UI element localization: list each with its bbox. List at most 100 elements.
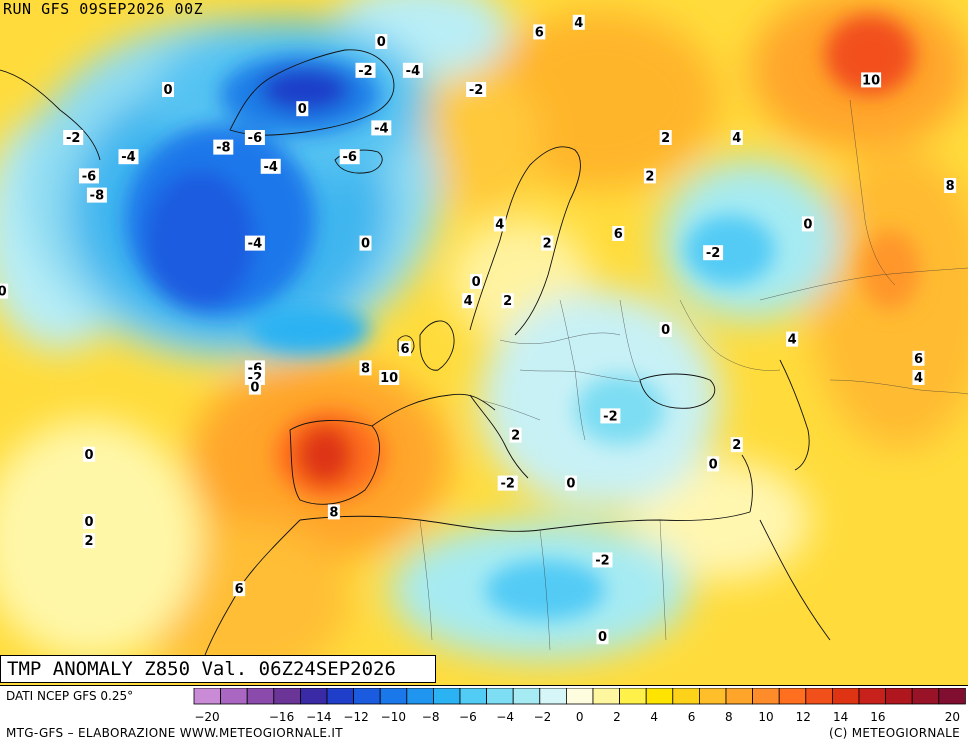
scale-tick-label: 16 [870,710,885,724]
scale-swatch [246,688,275,705]
contour-value: -4 [121,150,135,165]
contour-value: 2 [645,169,654,184]
contour-label: 4 [462,293,475,309]
scale-swatch [832,688,860,705]
contour-label: 4 [786,331,799,348]
scale-swatch [486,688,514,705]
contour-label: 2 [541,235,554,252]
contour-label: 0 [707,456,720,472]
contour-label: 0 [596,629,609,645]
scale-swatch [805,688,833,705]
contour-label: -4 [371,120,392,136]
contour-label: -2 [497,475,518,492]
contour-label: 0 [375,34,388,50]
contour-value: -4 [248,237,262,252]
run-label: RUN GFS 09SEP2026 00Z [3,0,204,18]
scale-tick-label: −16 [269,710,294,724]
contour-label: -6 [339,149,360,165]
contour-label: -6 [244,130,265,146]
contour-value: 8 [329,505,338,520]
scale-swatch [858,688,887,705]
contour-value: 6 [614,227,623,242]
contour-labels: 0-2-4-6-8-8-6-40-2-4-4-6-20-406420-6-206… [0,14,957,645]
coastlines [0,49,831,656]
scale-tick-label: 0 [576,710,584,724]
scale-swatch [406,688,434,705]
contour-value: 6 [400,342,409,357]
contour-label: 4 [572,14,585,31]
contour-label: 10 [379,370,400,386]
contour-label: -4 [402,62,423,79]
contour-label: 8 [944,178,957,194]
contour-label: -8 [86,187,107,204]
scale-swatch [672,688,700,705]
contour-value: 0 [250,381,259,396]
country-borders [419,99,968,651]
contour-label: 6 [233,581,246,597]
scale-swatch [432,688,461,705]
contour-label: 0 [359,235,372,252]
scale-swatch [459,688,488,705]
contour-value: 4 [495,217,504,232]
contour-label: 6 [399,341,411,357]
contour-label: 6 [533,24,546,40]
contour-label: 4 [730,130,743,146]
contour-label: 0 [470,274,483,290]
contour-label: 2 [83,533,95,549]
contour-label: 0 [296,101,309,117]
contour-value: 0 [84,515,93,530]
scale-swatch [698,688,727,705]
contour-value: -2 [66,131,80,146]
scale-tick-label: −12 [343,710,368,724]
contour-value: 2 [543,237,552,252]
contour-value: 0 [803,217,812,232]
contour-label: -2 [592,552,613,568]
contour-value: 8 [361,361,370,376]
contour-label: 2 [643,168,656,184]
scale-swatch [326,688,355,705]
contour-value: -8 [90,189,104,204]
contour-value: -2 [358,64,372,79]
footer-copyright: (C) METEOGIORNALE [828,726,960,740]
contour-value: 4 [464,294,473,309]
scale-tick-label: 2 [613,710,621,724]
contour-value: -6 [248,131,262,146]
contour-value: -4 [406,64,420,79]
scale-swatch [539,688,567,705]
contour-label: 10 [861,72,882,88]
contour-value: 0 [163,83,172,98]
scale-swatch [619,688,647,705]
scale-tick-label: −2 [534,710,552,724]
anomaly-field [0,0,968,680]
contour-value: 6 [535,25,544,40]
contour-label: -6 [79,168,99,184]
anomaly-map: 0-2-4-6-8-8-6-40-2-4-4-6-20-406420-6-206… [0,0,968,685]
contour-value: 0 [361,237,370,252]
contour-value: -4 [374,121,388,136]
scale-tick-label: −14 [306,710,331,724]
contour-label: 0 [248,379,261,396]
contour-label: -2 [355,62,376,79]
contour-label: -2 [466,82,487,98]
footer-credits: MTG-GFS – ELABORAZIONE WWW.METEOGIORNALE… [6,726,343,740]
contour-label: -4 [244,235,265,252]
scale-swatch [300,688,328,705]
contour-value: 2 [732,438,741,453]
contour-label: -8 [213,139,234,156]
contour-value: 4 [574,16,583,31]
contour-value: 10 [862,73,880,88]
contour-label: 6 [912,350,925,367]
contour-value: 0 [566,477,575,492]
scale-tick-label: −6 [459,710,477,724]
data-source-label: DATI NCEP GFS 0.25° [6,689,134,703]
contour-value: 0 [0,285,7,300]
contour-value: 6 [235,582,244,597]
contour-label: -2 [63,130,84,146]
scale-tick-label: 20 [945,710,960,724]
contour-value: 2 [84,534,93,549]
scale-tick-label: 4 [650,710,658,724]
color-scale: −20 −16 −14 −12 −10 −8 −6 −4 −2 0 2 4 6 8 10 12 14 16 20 [193,688,966,724]
contour-value: 6 [914,352,923,367]
contour-value: 2 [511,429,520,444]
contour-label: 6 [612,226,625,242]
